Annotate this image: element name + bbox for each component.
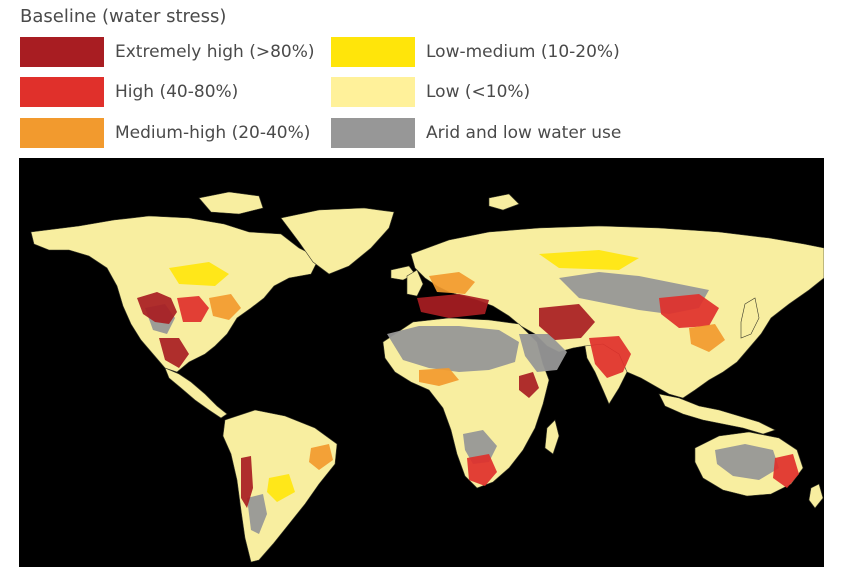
medium-west-africa <box>419 368 459 386</box>
legend-label: Extremely high (>80%) <box>115 42 315 62</box>
madagascar <box>544 419 560 455</box>
japan <box>740 297 760 339</box>
legend-item-low-medium: Low-medium (10-20%) <box>331 37 620 67</box>
low-medium-argentina <box>267 474 295 502</box>
eurasia <box>410 225 824 399</box>
sahara-arid <box>387 326 519 372</box>
stress-mexico <box>159 338 189 368</box>
stress-us-plains <box>177 296 209 322</box>
legend-item-arid: Arid and low water use <box>331 118 621 148</box>
medium-high-stress-zones <box>209 272 725 470</box>
svalbard <box>488 193 520 211</box>
se-asia-islands <box>658 393 776 435</box>
legend-label: Medium-high (20-40%) <box>115 123 311 143</box>
medium-china <box>689 324 725 352</box>
stress-middle-east <box>539 304 595 340</box>
low-medium-stress-zones <box>169 250 639 502</box>
medium-europe <box>429 272 475 294</box>
stress-us-west <box>137 292 177 324</box>
low-medium-russia <box>539 250 639 270</box>
legend-item-high: High (40-80%) <box>20 77 238 107</box>
low-medium-canada <box>169 262 229 286</box>
central-america <box>164 367 228 419</box>
high-stress-zones <box>137 292 799 508</box>
new-zealand <box>808 483 824 509</box>
legend-swatch <box>20 118 104 148</box>
legend-item-low: Low (<10%) <box>331 77 530 107</box>
legend-label: Arid and low water use <box>426 123 622 143</box>
legend-label: High (40-80%) <box>115 82 239 102</box>
arctic-islands <box>198 191 264 215</box>
legend-title: Baseline (water stress) <box>20 6 227 27</box>
legend-label: Low-medium (10-20%) <box>426 42 620 62</box>
legend-label: Low (<10%) <box>426 82 531 102</box>
medium-us-east <box>209 294 241 320</box>
legend-swatch <box>331 37 415 67</box>
stress-south-africa <box>467 454 497 486</box>
medium-brazil <box>309 444 333 470</box>
stress-india <box>589 336 631 378</box>
legend-swatch <box>20 37 104 67</box>
world-map <box>19 158 824 567</box>
stress-east-africa <box>519 372 539 398</box>
legend-item-medium-high: Medium-high (20-40%) <box>20 118 310 148</box>
legend-swatch <box>20 77 104 107</box>
patagonia-arid <box>247 494 267 534</box>
world-map-svg <box>19 158 824 567</box>
stress-mediterranean <box>417 294 489 318</box>
legend-item-extremely-high: Extremely high (>80%) <box>20 37 315 67</box>
greenland <box>280 207 395 275</box>
stress-australia-east <box>773 454 799 488</box>
legend-swatch <box>331 118 415 148</box>
legend-swatch <box>331 77 415 107</box>
stress-north-china <box>659 294 719 328</box>
british-isles <box>406 269 424 297</box>
australia-arid <box>715 444 779 480</box>
stress-chile <box>241 456 253 508</box>
arabia-arid <box>519 334 567 372</box>
north-america <box>30 215 320 373</box>
arid-zones <box>145 272 779 534</box>
